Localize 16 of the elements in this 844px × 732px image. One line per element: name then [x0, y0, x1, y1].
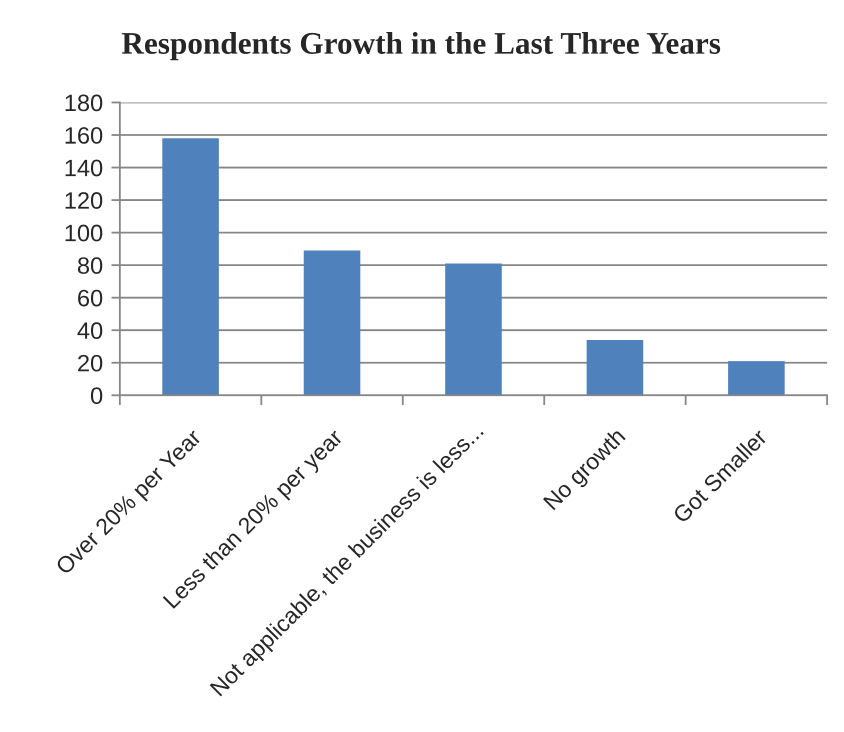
bar [162, 138, 219, 396]
bar [445, 264, 502, 396]
y-tick-label: 80 [78, 257, 102, 274]
y-tick-label: 140 [66, 160, 102, 176]
y-tick-label: 180 [66, 94, 102, 112]
y-tick-label: 120 [66, 192, 102, 209]
y-tick-label: 0 [90, 387, 102, 404]
bar [304, 250, 360, 396]
y-tick-label: 40 [77, 322, 102, 339]
y-tick-label: 60 [78, 290, 102, 306]
bar [728, 361, 785, 396]
y-tick-label: 100 [66, 224, 102, 242]
chart-title: Respondents Growth in the Last Three Years [122, 32, 720, 60]
y-tick-label: 160 [66, 127, 102, 144]
bar [586, 340, 644, 396]
y-tick-label: 20 [78, 354, 102, 372]
